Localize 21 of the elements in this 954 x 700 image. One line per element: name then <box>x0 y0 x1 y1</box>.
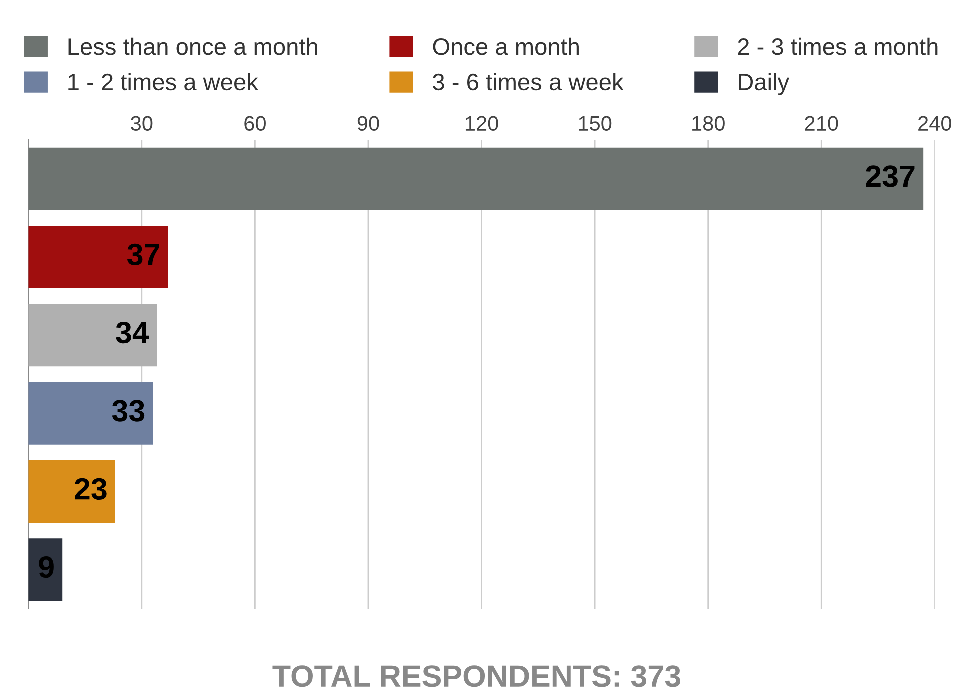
x-tick-label: 180 <box>692 116 725 132</box>
x-tick-label: 60 <box>244 116 266 132</box>
legend-label: 3 - 6 times a week <box>433 73 624 91</box>
legend-label: 1 - 2 times a week <box>68 73 258 91</box>
data-label: 237 <box>866 166 915 188</box>
x-tick-label: 240 <box>918 116 952 132</box>
x-tick-label: 30 <box>131 116 153 132</box>
legend-label: Less than once a month <box>68 38 318 56</box>
legend-label: 2 - 3 times a month <box>738 38 938 56</box>
legend-label: Once a month <box>433 38 579 56</box>
data-label: 33 <box>112 400 145 422</box>
x-tick-label: 210 <box>805 116 838 132</box>
text: TOTAL RESPONDENTS: 373 <box>272 666 681 688</box>
data-label: 9 <box>39 556 54 578</box>
legend-label: Daily <box>739 73 790 96</box>
data-label: 37 <box>128 244 160 266</box>
x-tick-label: 120 <box>466 116 498 132</box>
data-label: 34 <box>116 322 150 344</box>
x-tick-label: 150 <box>579 116 612 132</box>
data-label: 23 <box>75 478 107 500</box>
x-tick-label: 90 <box>358 116 380 132</box>
